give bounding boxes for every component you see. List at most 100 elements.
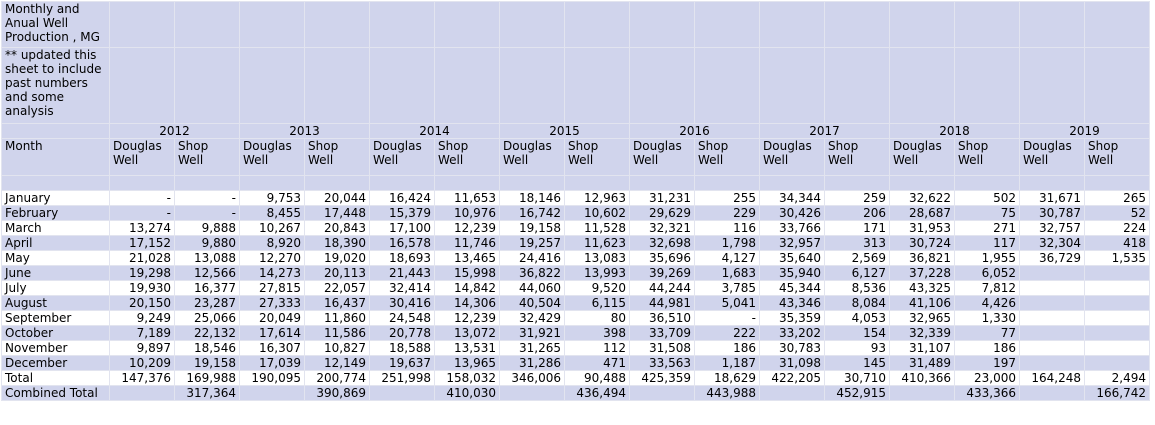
value-cell: 35,940 <box>759 265 825 281</box>
column-header: Douglas Well <box>109 138 175 176</box>
empty-cell <box>1019 1 1085 48</box>
value-cell: 11,653 <box>434 190 500 206</box>
value-cell <box>1019 310 1085 326</box>
sheet-row: June 19,298 12,566 14,273 20,113 21,443 15,998… <box>1 265 1150 281</box>
column-header: Douglas Well <box>499 138 565 176</box>
value-cell: 31,265 <box>499 340 565 356</box>
column-header: Douglas Well <box>369 138 435 176</box>
value-cell: 36,729 <box>1019 250 1085 266</box>
value-cell: 32,622 <box>889 190 955 206</box>
value-cell: 224 <box>1084 220 1150 236</box>
value-cell: 425,359 <box>629 370 695 386</box>
value-cell: 11,623 <box>564 235 630 251</box>
sheet-row: November 9,897 18,546 16,307 10,827 18,588 13,… <box>1 340 1150 356</box>
value-cell <box>1084 310 1150 326</box>
value-cell: 19,158 <box>499 220 565 236</box>
empty-cell <box>954 47 1020 124</box>
value-cell <box>1084 355 1150 371</box>
value-cell: 10,827 <box>304 340 370 356</box>
empty-cell <box>109 47 175 124</box>
value-cell: 147,376 <box>109 370 175 386</box>
sheet-row: October 7,189 22,132 17,614 11,586 20,778 13,0… <box>1 325 1150 341</box>
empty-cell <box>174 175 240 191</box>
value-cell: 13,072 <box>434 325 500 341</box>
value-cell: 190,095 <box>239 370 305 386</box>
empty-cell <box>239 47 305 124</box>
empty-cell <box>1084 1 1150 48</box>
empty-cell <box>824 1 890 48</box>
empty-cell <box>1084 175 1150 191</box>
empty-cell <box>304 1 370 48</box>
value-cell: 6,127 <box>824 265 890 281</box>
value-cell: 9,880 <box>174 235 240 251</box>
value-cell: 502 <box>954 190 1020 206</box>
value-cell <box>1084 265 1150 281</box>
value-cell: 200,774 <box>304 370 370 386</box>
year-header: 2019 <box>1019 123 1150 139</box>
value-cell: 16,578 <box>369 235 435 251</box>
column-header: Douglas Well <box>759 138 825 176</box>
value-cell: 34,344 <box>759 190 825 206</box>
value-cell: 39,269 <box>629 265 695 281</box>
empty-cell <box>1019 47 1085 124</box>
year-header: 2017 <box>759 123 890 139</box>
empty-cell <box>889 385 955 401</box>
value-cell: 40,504 <box>499 295 565 311</box>
value-cell: 35,640 <box>759 250 825 266</box>
value-cell: 116 <box>694 220 760 236</box>
value-cell: 18,546 <box>174 340 240 356</box>
value-cell: 24,548 <box>369 310 435 326</box>
year-header: 2014 <box>369 123 500 139</box>
empty-cell <box>889 1 955 48</box>
combined-total: 452,915 <box>824 385 890 401</box>
empty-cell <box>239 175 305 191</box>
value-cell: 32,339 <box>889 325 955 341</box>
sheet-row: Monthly and Anual Well Production , MG <box>1 1 1150 48</box>
value-cell: 154 <box>824 325 890 341</box>
value-cell: 197 <box>954 355 1020 371</box>
value-cell: 313 <box>824 235 890 251</box>
empty-cell <box>499 1 565 48</box>
sheet-row: Combined Total 317,364 390,869 410,030 436,4… <box>1 385 1150 401</box>
value-cell: 222 <box>694 325 760 341</box>
combined-total: 410,030 <box>434 385 500 401</box>
column-header: Shop Well <box>694 138 760 176</box>
empty-cell <box>304 175 370 191</box>
value-cell: 19,257 <box>499 235 565 251</box>
value-cell: 13,965 <box>434 355 500 371</box>
value-cell: 2,494 <box>1084 370 1150 386</box>
year-header: 2013 <box>239 123 370 139</box>
value-cell: 12,239 <box>434 310 500 326</box>
value-cell: 2,569 <box>824 250 890 266</box>
value-cell: 5,041 <box>694 295 760 311</box>
empty-cell <box>1 175 110 191</box>
value-cell <box>1019 325 1085 341</box>
value-cell: 44,060 <box>499 280 565 296</box>
empty-cell <box>1019 175 1085 191</box>
empty-cell <box>759 47 825 124</box>
value-cell: 1,187 <box>694 355 760 371</box>
value-cell: 4,053 <box>824 310 890 326</box>
empty-cell <box>1 123 110 139</box>
empty-cell <box>694 1 760 48</box>
value-cell: 31,921 <box>499 325 565 341</box>
value-cell: 9,520 <box>564 280 630 296</box>
value-cell: 21,028 <box>109 250 175 266</box>
value-cell: 7,189 <box>109 325 175 341</box>
column-header: Douglas Well <box>889 138 955 176</box>
value-cell: 33,202 <box>759 325 825 341</box>
sheet-note: ** updated this sheet to include past nu… <box>1 47 110 124</box>
value-cell <box>1019 280 1085 296</box>
sheet-body: Monthly and Anual Well Production , MG **… <box>1 1 1150 401</box>
value-cell: 36,821 <box>889 250 955 266</box>
value-cell: 12,963 <box>564 190 630 206</box>
empty-cell <box>174 1 240 48</box>
empty-cell <box>564 1 630 48</box>
value-cell <box>1084 280 1150 296</box>
value-cell: 33,766 <box>759 220 825 236</box>
value-cell: 33,709 <box>629 325 695 341</box>
value-cell: 13,531 <box>434 340 500 356</box>
empty-cell <box>694 47 760 124</box>
value-cell: 32,321 <box>629 220 695 236</box>
year-header: 2016 <box>629 123 760 139</box>
